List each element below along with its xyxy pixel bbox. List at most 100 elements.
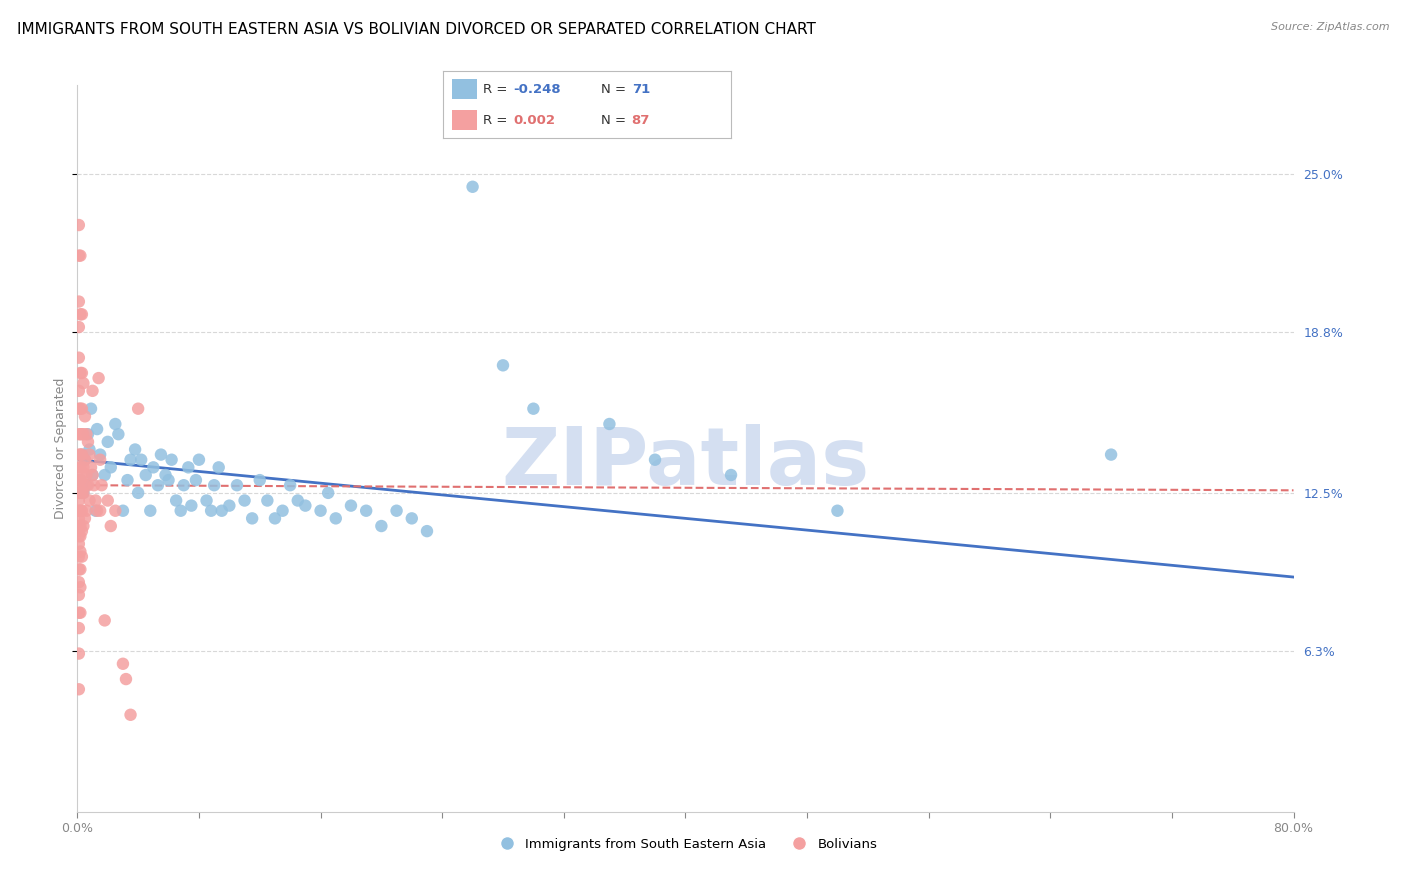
- Point: [492, 359, 515, 373]
- Point: [67, 647, 90, 661]
- Text: R =: R =: [484, 83, 512, 96]
- Point: [294, 499, 316, 513]
- Point: [120, 707, 142, 722]
- Point: [72, 486, 94, 500]
- Point: [69, 401, 91, 416]
- Point: [70, 427, 93, 442]
- Bar: [451, 111, 478, 130]
- Point: [67, 588, 90, 602]
- Point: [75, 478, 97, 492]
- Point: [416, 524, 439, 538]
- Point: [127, 486, 149, 500]
- Point: [827, 504, 849, 518]
- Point: [67, 493, 90, 508]
- Point: [89, 448, 111, 462]
- Point: [142, 460, 165, 475]
- Point: [67, 562, 90, 576]
- Point: [180, 499, 202, 513]
- Point: [124, 442, 146, 457]
- Point: [67, 473, 90, 487]
- Point: [93, 614, 115, 628]
- Point: [70, 366, 93, 380]
- Point: [77, 427, 100, 442]
- Point: [67, 218, 90, 232]
- Point: [73, 511, 96, 525]
- Point: [287, 493, 309, 508]
- Point: [129, 452, 152, 467]
- Point: [67, 427, 90, 442]
- Point: [309, 504, 332, 518]
- Point: [370, 519, 392, 533]
- Point: [69, 519, 91, 533]
- Point: [160, 452, 183, 467]
- Point: [97, 493, 120, 508]
- Point: [211, 504, 233, 518]
- Text: N =: N =: [602, 83, 631, 96]
- Text: -0.248: -0.248: [513, 83, 561, 96]
- Point: [67, 448, 90, 462]
- Point: [173, 478, 195, 492]
- Point: [72, 519, 94, 533]
- Point: [69, 544, 91, 558]
- Point: [461, 179, 484, 194]
- Point: [115, 672, 138, 686]
- Point: [202, 478, 225, 492]
- Point: [111, 657, 134, 671]
- Point: [67, 486, 90, 500]
- Point: [72, 486, 94, 500]
- Point: [111, 504, 134, 518]
- Point: [69, 580, 91, 594]
- Point: [69, 460, 91, 475]
- Point: [73, 478, 96, 492]
- Point: [139, 504, 162, 518]
- Point: [69, 562, 91, 576]
- Point: [84, 493, 107, 508]
- Point: [67, 682, 90, 697]
- Point: [69, 529, 91, 543]
- Point: [200, 504, 222, 518]
- Point: [73, 452, 96, 467]
- Point: [316, 486, 339, 500]
- Point: [249, 473, 271, 487]
- Point: [107, 427, 129, 442]
- Point: [89, 452, 111, 467]
- Point: [218, 499, 240, 513]
- Point: [73, 452, 96, 467]
- Point: [146, 478, 169, 492]
- Point: [80, 401, 103, 416]
- Point: [70, 504, 93, 518]
- Point: [72, 427, 94, 442]
- Point: [278, 478, 301, 492]
- Point: [720, 468, 742, 483]
- Point: [69, 427, 91, 442]
- Point: [104, 504, 127, 518]
- Point: [127, 401, 149, 416]
- Y-axis label: Divorced or Separated: Divorced or Separated: [53, 377, 67, 519]
- Point: [67, 511, 90, 525]
- Point: [195, 493, 218, 508]
- Point: [87, 371, 110, 385]
- Point: [69, 504, 91, 518]
- Point: [70, 307, 93, 321]
- Point: [67, 351, 90, 365]
- Point: [100, 519, 122, 533]
- Point: [67, 320, 90, 334]
- Point: [77, 434, 100, 449]
- Point: [240, 511, 263, 525]
- Point: [80, 460, 103, 475]
- Point: [325, 511, 347, 525]
- Point: [69, 249, 91, 263]
- Point: [177, 460, 200, 475]
- Point: [70, 549, 93, 564]
- Text: Source: ZipAtlas.com: Source: ZipAtlas.com: [1271, 22, 1389, 32]
- Point: [67, 384, 90, 398]
- Point: [67, 504, 90, 518]
- Point: [401, 511, 423, 525]
- Point: [89, 504, 111, 518]
- Point: [70, 468, 93, 483]
- Bar: [451, 79, 478, 99]
- Point: [82, 468, 104, 483]
- Point: [67, 575, 90, 590]
- Point: [70, 486, 93, 500]
- Point: [75, 504, 97, 518]
